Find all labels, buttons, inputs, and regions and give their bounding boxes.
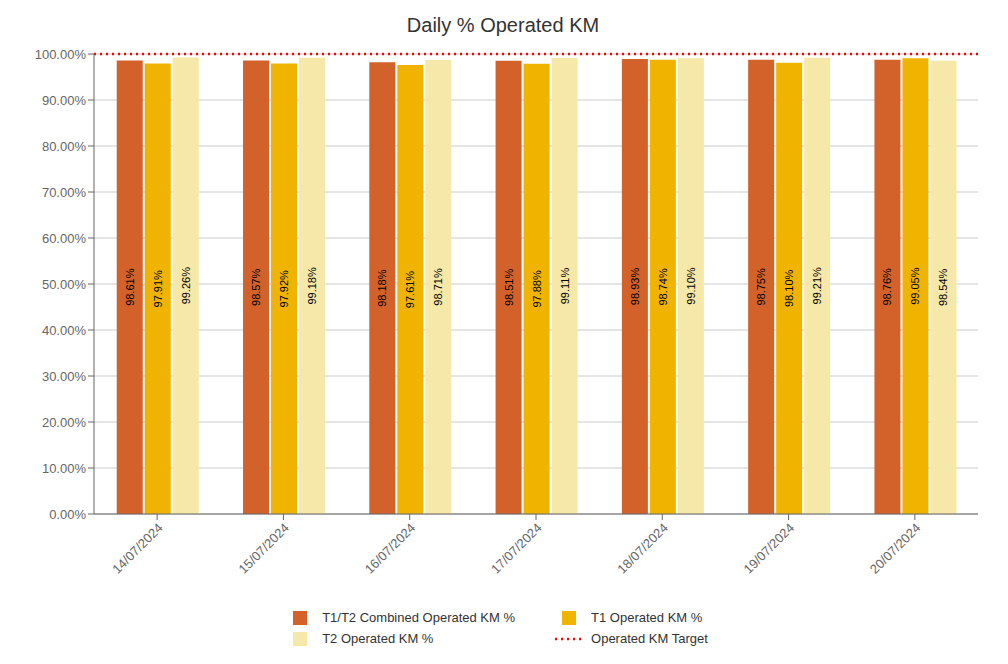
svg-text:20/07/2024: 20/07/2024 <box>867 520 924 577</box>
svg-text:16/07/2024: 16/07/2024 <box>362 520 419 577</box>
svg-text:99.18%: 99.18% <box>306 267 318 305</box>
svg-text:50.00%: 50.00% <box>42 277 87 292</box>
svg-text:97.61%: 97.61% <box>404 271 416 309</box>
svg-text:98.57%: 98.57% <box>250 268 262 306</box>
svg-text:99.26%: 99.26% <box>180 267 192 305</box>
svg-text:99.05%: 99.05% <box>909 267 921 305</box>
svg-text:98.75%: 98.75% <box>755 268 767 306</box>
svg-text:98.18%: 98.18% <box>376 269 388 307</box>
html-text:T1 Operated KM %: T1 Operated KM % <box>591 610 703 625</box>
svg-text:98.51%: 98.51% <box>503 269 515 307</box>
svg-text:10.00%: 10.00% <box>42 461 87 476</box>
html-text:Daily % Operated KM: Daily % Operated KM <box>406 14 600 36</box>
svg-text:99.21%: 99.21% <box>811 267 823 305</box>
svg-text:0.00%: 0.00% <box>49 507 86 522</box>
html-text:Operated KM Target: Operated KM Target <box>591 631 708 646</box>
svg-text:15/07/2024: 15/07/2024 <box>235 520 292 577</box>
svg-text:97.91%: 97.91% <box>152 270 164 308</box>
svg-text:19/07/2024: 19/07/2024 <box>741 520 798 577</box>
svg-text:70.00%: 70.00% <box>42 185 87 200</box>
html-text:T1/T2 Combined Operated KM %: T1/T2 Combined Operated KM % <box>322 610 515 625</box>
svg-text:30.00%: 30.00% <box>42 369 87 384</box>
svg-text:99.10%: 99.10% <box>685 267 697 305</box>
svg-text:99.11%: 99.11% <box>559 268 571 305</box>
svg-text:98.54%: 98.54% <box>937 268 949 306</box>
svg-text:98.10%: 98.10% <box>783 269 795 307</box>
svg-text:17/07/2024: 17/07/2024 <box>488 520 545 577</box>
html-text:T2 Operated KM %: T2 Operated KM % <box>322 631 434 646</box>
svg-text:98.71%: 98.71% <box>432 268 444 306</box>
svg-text:97.88%: 97.88% <box>531 270 543 308</box>
svg-text:20.00%: 20.00% <box>42 415 87 430</box>
svg-text:97.92%: 97.92% <box>278 270 290 308</box>
svg-text:18/07/2024: 18/07/2024 <box>614 520 671 577</box>
svg-text:60.00%: 60.00% <box>42 231 87 246</box>
svg-text:98.76%: 98.76% <box>881 268 893 306</box>
svg-text:98.93%: 98.93% <box>629 268 641 306</box>
svg-text:14/07/2024: 14/07/2024 <box>109 520 166 577</box>
svg-text:80.00%: 80.00% <box>42 139 87 154</box>
svg-text:98.61%: 98.61% <box>124 268 136 306</box>
svg-text:90.00%: 90.00% <box>42 93 87 108</box>
svg-text:40.00%: 40.00% <box>42 323 87 338</box>
svg-text:98.74%: 98.74% <box>657 268 669 306</box>
svg-text:100.00%: 100.00% <box>35 47 87 62</box>
